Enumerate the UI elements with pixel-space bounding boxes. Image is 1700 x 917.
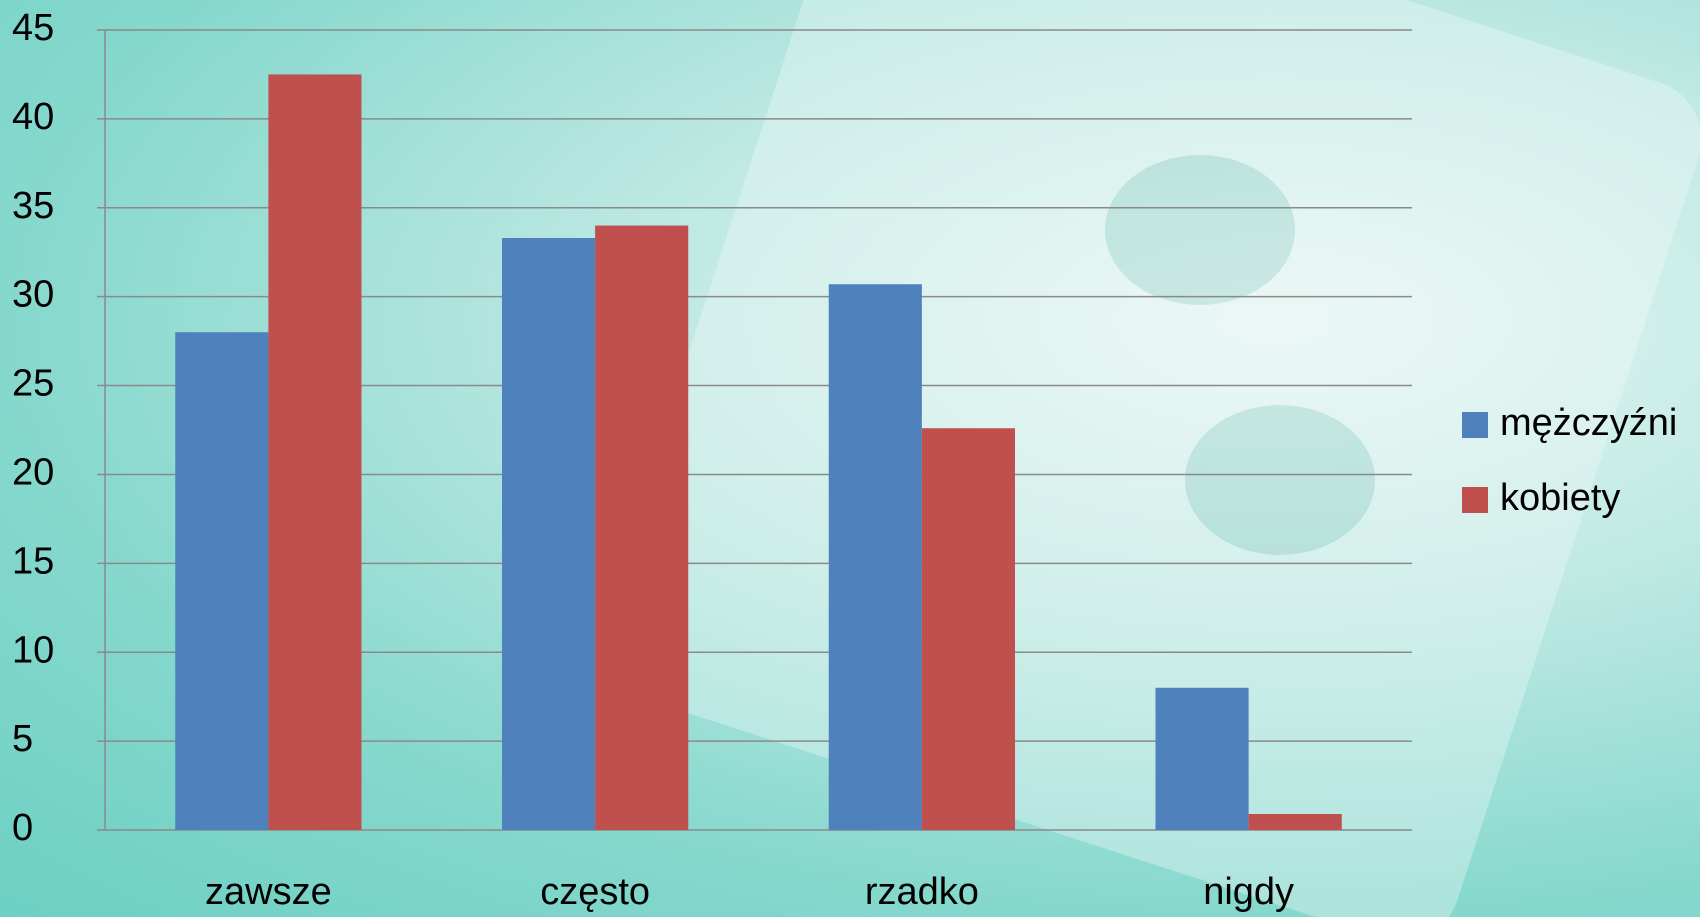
y-tick-label: 10 — [12, 629, 54, 671]
y-tick-label: 15 — [12, 540, 54, 582]
x-tick-label: rzadko — [865, 871, 979, 913]
bar — [1155, 687, 1249, 830]
bar — [595, 225, 689, 831]
bar — [1248, 814, 1342, 830]
legend-swatch — [1462, 412, 1488, 438]
legend-swatch — [1462, 487, 1488, 513]
x-tick-label: nigdy — [1203, 871, 1294, 913]
y-tick-label: 25 — [12, 363, 54, 405]
bar — [921, 428, 1015, 830]
y-tick-label: 30 — [12, 274, 54, 316]
y-tick-label: 35 — [12, 185, 54, 227]
background-decoration — [598, 0, 1700, 917]
y-tick-label: 5 — [12, 718, 33, 760]
y-tick-label: 40 — [12, 96, 54, 138]
bar — [828, 284, 922, 830]
x-tick-label: zawsze — [205, 871, 332, 913]
y-tick-label: 0 — [12, 807, 33, 849]
blister-pack — [598, 0, 1700, 917]
bar — [268, 74, 362, 830]
x-tick-label: często — [540, 871, 650, 913]
y-tick-label: 45 — [12, 7, 54, 49]
y-tick-label: 20 — [12, 451, 54, 493]
pill — [1185, 405, 1375, 555]
legend-label: mężczyźni — [1500, 402, 1677, 444]
bar — [502, 238, 596, 830]
bar — [175, 332, 269, 830]
pill — [1105, 155, 1295, 305]
legend-label: kobiety — [1500, 477, 1620, 519]
